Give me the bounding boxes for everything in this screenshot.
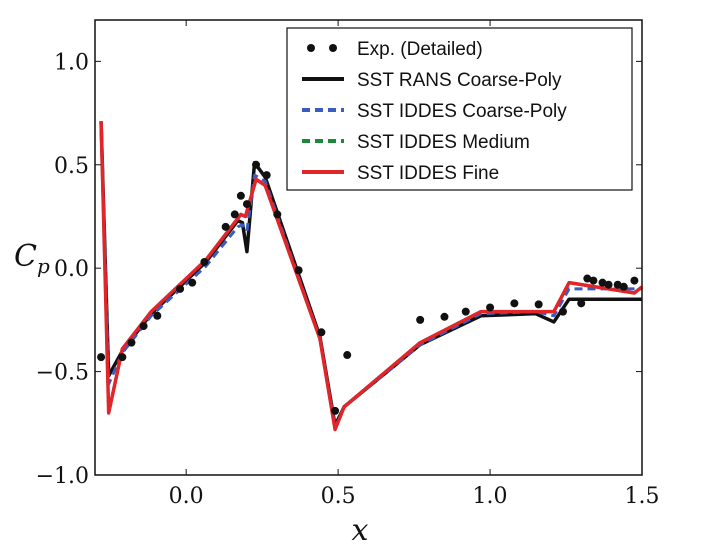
legend-marker (307, 44, 315, 52)
y-tick-label: 0.0 (54, 257, 89, 282)
exp-data-point (236, 191, 245, 200)
exp-data-point (577, 299, 586, 308)
exp-data-point (273, 210, 282, 219)
exp-data-point (127, 338, 136, 347)
x-tick-label: 1.5 (625, 484, 660, 509)
legend-label: SST RANS Coarse-Poly (357, 70, 562, 91)
exp-data-point (294, 266, 303, 275)
exp-data-point (583, 274, 592, 283)
exp-data-point (153, 311, 162, 320)
x-tick-label: 0.0 (169, 484, 204, 509)
y-tick-label: 1.0 (54, 50, 89, 75)
legend-label: SST IDDES Medium (357, 132, 530, 153)
exp-data-point (97, 353, 106, 362)
x-tick-label: 0.5 (321, 484, 356, 509)
exp-data-point (558, 307, 567, 316)
y-tick-label: −0.5 (36, 361, 89, 386)
series-line-sst-iddes-fine (99, 121, 644, 432)
exp-data-point (118, 353, 127, 362)
exp-data-point (510, 299, 519, 308)
exp-data-point (262, 171, 271, 180)
exp-data-point (343, 351, 352, 360)
exp-data-point (331, 406, 340, 415)
exp-data-point (176, 284, 185, 293)
exp-data-point (630, 276, 639, 285)
legend-label: SST IDDES Coarse-Poly (357, 101, 567, 122)
exp-data-point (613, 280, 622, 289)
y-tick-label: −1.0 (36, 464, 89, 489)
axis-ticks: 0.0 0.5 1.0 1.5 −1.0 −0.5 0.0 0.5 1.0 (36, 20, 660, 509)
legend: Exp. (Detailed) SST RANS Coarse-Poly SST I… (286, 27, 633, 191)
exp-data-point (440, 312, 449, 321)
exp-data-point (317, 328, 326, 337)
exp-data-point (604, 280, 613, 289)
legend-label: SST IDDES Fine (357, 163, 499, 184)
y-axis-label: Cp (14, 239, 50, 278)
exp-data-point (188, 278, 197, 287)
exp-data-point (534, 300, 543, 309)
series-line-sst-iddes-coarse-poly (99, 121, 642, 429)
exp-data-point (242, 200, 251, 209)
x-tick-label: 1.0 (473, 484, 508, 509)
plot-frame (94, 19, 643, 476)
exp-data-point (486, 303, 495, 312)
exp-data-point (139, 322, 148, 331)
legend-box (286, 27, 633, 191)
x-axis-label: x (352, 513, 369, 548)
exp-data-point (221, 222, 230, 231)
exp-data-point (598, 278, 607, 287)
exp-data-point (619, 282, 628, 291)
exp-data-point (200, 257, 209, 266)
exp-data-point (252, 160, 261, 169)
y-tick-label: 0.5 (54, 154, 89, 179)
plot-marks (97, 121, 644, 432)
exp-data-point (461, 307, 470, 316)
exp-data-point (416, 315, 425, 324)
exp-data-point (230, 210, 239, 219)
exp-data-point (589, 276, 598, 285)
legend-marker (329, 44, 337, 52)
legend-label: Exp. (Detailed) (357, 39, 483, 60)
